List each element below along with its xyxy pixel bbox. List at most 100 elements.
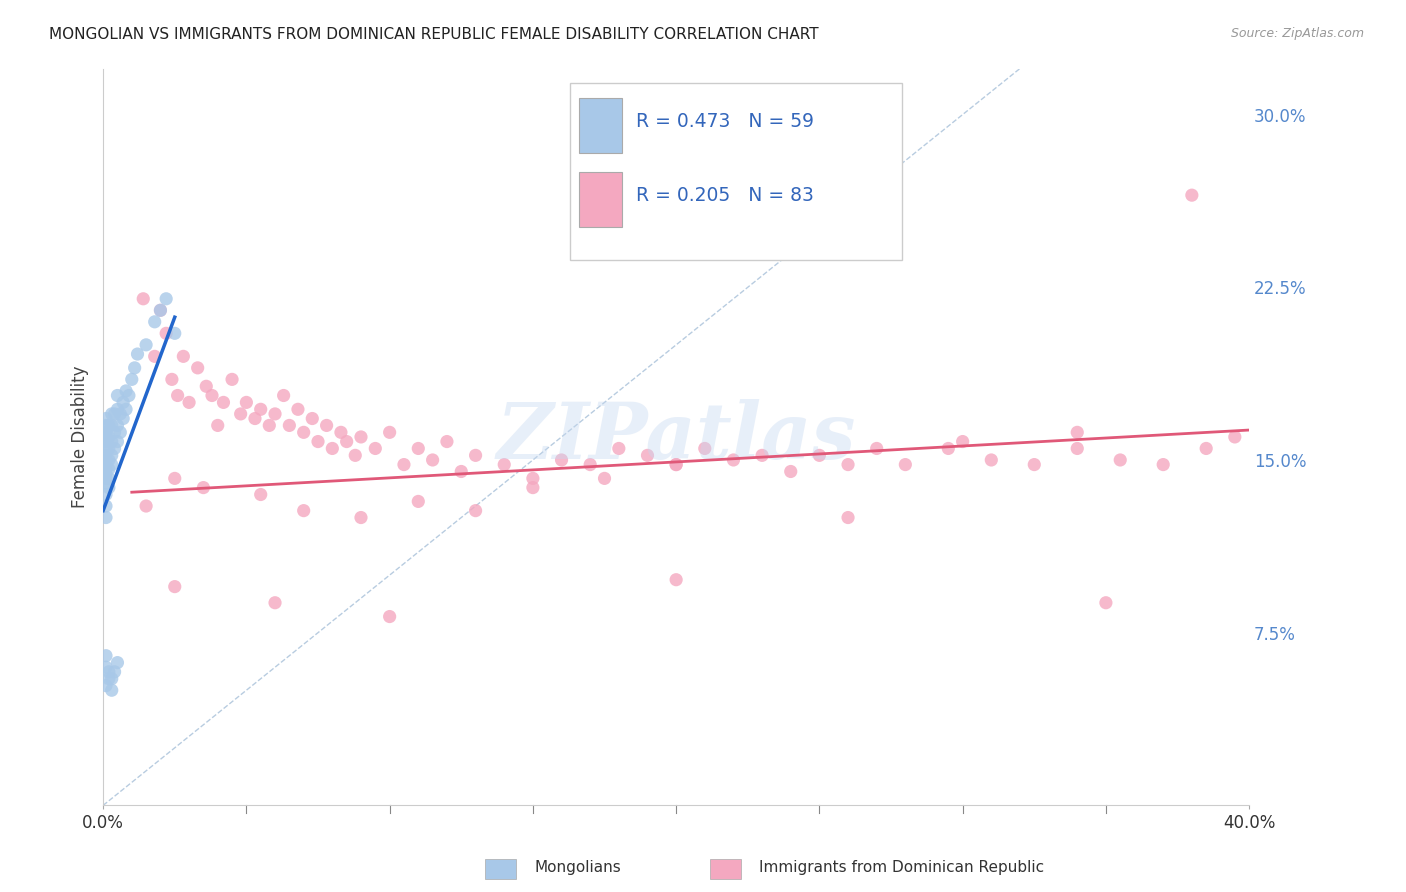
Point bbox=[107, 418, 129, 433]
Point bbox=[315, 418, 337, 433]
Point bbox=[100, 672, 122, 686]
Point bbox=[94, 458, 117, 472]
Point bbox=[172, 349, 194, 363]
Point bbox=[344, 449, 367, 463]
Point bbox=[193, 481, 215, 495]
Point bbox=[494, 458, 516, 472]
Point bbox=[100, 434, 122, 449]
Point bbox=[163, 326, 186, 341]
Point bbox=[866, 442, 889, 456]
Point bbox=[212, 395, 235, 409]
Point bbox=[607, 442, 630, 456]
Point bbox=[112, 411, 135, 425]
Point bbox=[1223, 430, 1246, 444]
Text: ZIPatlas: ZIPatlas bbox=[496, 399, 856, 475]
Point bbox=[177, 395, 200, 409]
Point bbox=[378, 609, 401, 624]
Point bbox=[97, 453, 120, 467]
Point bbox=[808, 449, 831, 463]
Point bbox=[321, 442, 343, 456]
Point bbox=[166, 388, 188, 402]
Point bbox=[637, 449, 659, 463]
Point bbox=[665, 573, 688, 587]
Point bbox=[665, 458, 688, 472]
Point bbox=[229, 407, 252, 421]
Point bbox=[100, 683, 122, 698]
FancyBboxPatch shape bbox=[579, 98, 623, 153]
Point bbox=[450, 465, 472, 479]
Point bbox=[104, 665, 127, 679]
Point bbox=[94, 499, 117, 513]
Point bbox=[124, 360, 146, 375]
Point bbox=[287, 402, 309, 417]
Point bbox=[464, 503, 486, 517]
Point bbox=[1066, 442, 1088, 456]
Point bbox=[952, 434, 974, 449]
Point bbox=[665, 458, 688, 472]
Point bbox=[155, 326, 177, 341]
Point bbox=[221, 372, 243, 386]
Text: Source: ZipAtlas.com: Source: ZipAtlas.com bbox=[1230, 27, 1364, 40]
Point bbox=[97, 442, 120, 456]
Point bbox=[522, 471, 544, 485]
Point bbox=[143, 315, 166, 329]
Point bbox=[894, 458, 917, 472]
Point bbox=[723, 453, 745, 467]
Point bbox=[160, 372, 183, 386]
Point bbox=[104, 442, 127, 456]
Point bbox=[110, 425, 132, 440]
Point bbox=[1152, 458, 1174, 472]
Point bbox=[378, 425, 401, 440]
Point bbox=[94, 648, 117, 663]
Text: R = 0.473   N = 59: R = 0.473 N = 59 bbox=[636, 112, 814, 131]
Point bbox=[278, 418, 301, 433]
Point bbox=[187, 360, 209, 375]
Point bbox=[1181, 188, 1204, 202]
Point bbox=[100, 418, 122, 433]
Point bbox=[94, 475, 117, 490]
Point bbox=[97, 418, 120, 433]
Point bbox=[364, 442, 387, 456]
Point bbox=[436, 434, 458, 449]
Point bbox=[149, 303, 172, 318]
Point bbox=[135, 499, 157, 513]
Point bbox=[259, 418, 281, 433]
Point bbox=[329, 425, 352, 440]
Point bbox=[350, 430, 373, 444]
FancyBboxPatch shape bbox=[569, 83, 901, 260]
Point bbox=[292, 425, 315, 440]
Text: MONGOLIAN VS IMMIGRANTS FROM DOMINICAN REPUBLIC FEMALE DISABILITY CORRELATION CH: MONGOLIAN VS IMMIGRANTS FROM DOMINICAN R… bbox=[49, 27, 818, 42]
Point bbox=[107, 656, 129, 670]
Point bbox=[97, 481, 120, 495]
Y-axis label: Female Disability: Female Disability bbox=[72, 366, 89, 508]
Point bbox=[155, 292, 177, 306]
Point bbox=[115, 384, 138, 398]
Point bbox=[100, 407, 122, 421]
Point bbox=[94, 418, 117, 433]
Point bbox=[110, 407, 132, 421]
Point bbox=[100, 449, 122, 463]
Point bbox=[100, 458, 122, 472]
Point bbox=[249, 487, 271, 501]
Point bbox=[107, 434, 129, 449]
Point bbox=[94, 462, 117, 476]
Point bbox=[94, 430, 117, 444]
Point bbox=[94, 434, 117, 449]
Point bbox=[550, 453, 572, 467]
Point bbox=[264, 596, 287, 610]
Point bbox=[593, 471, 616, 485]
Point bbox=[292, 503, 315, 517]
Point bbox=[97, 430, 120, 444]
Point bbox=[112, 395, 135, 409]
Point bbox=[980, 453, 1002, 467]
Point bbox=[121, 372, 143, 386]
Point bbox=[936, 442, 959, 456]
Point bbox=[94, 487, 117, 501]
Point bbox=[336, 434, 359, 449]
Point bbox=[751, 449, 773, 463]
Text: R = 0.205   N = 83: R = 0.205 N = 83 bbox=[636, 186, 814, 205]
Point bbox=[118, 388, 141, 402]
Point bbox=[408, 442, 430, 456]
Point bbox=[201, 388, 224, 402]
Point bbox=[422, 453, 444, 467]
